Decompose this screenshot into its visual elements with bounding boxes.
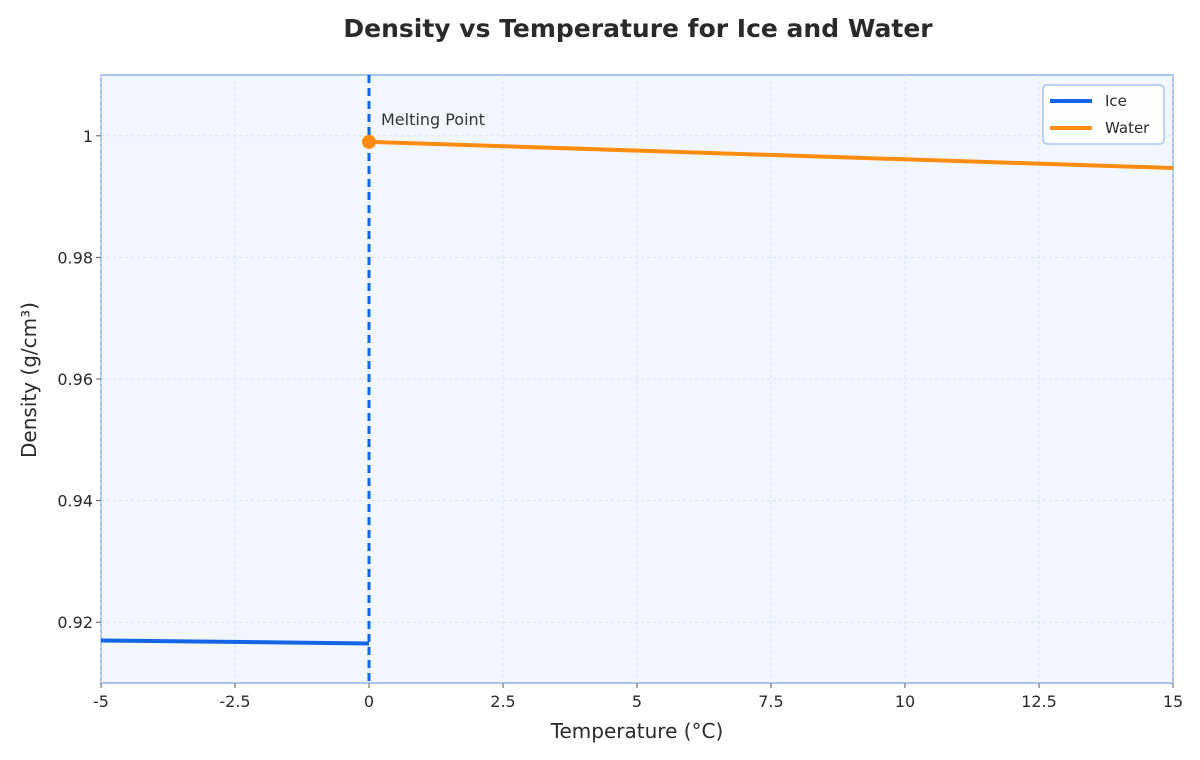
x-tick-label: 5 xyxy=(632,692,642,711)
axis-ticks: -5 -2.5 0 2.5 5 7.5 10 12.5 15 0.92 0.94 0.96 0.98 1 xyxy=(57,127,1183,711)
series-line-ice xyxy=(100,638,370,646)
x-tick-label: -2.5 xyxy=(219,692,250,711)
legend-label-ice: Ice xyxy=(1105,92,1127,110)
y-tick-label: 0.94 xyxy=(57,492,93,511)
melting-point-marker xyxy=(362,134,376,149)
y-axis-label: Density (g/cm³) xyxy=(17,302,41,458)
legend-label-water: Water xyxy=(1105,119,1150,137)
x-tick-label: 12.5 xyxy=(1021,692,1057,711)
y-tick-label: 0.92 xyxy=(57,613,93,632)
x-tick-label: 15 xyxy=(1163,692,1183,711)
x-tick-label: -5 xyxy=(93,692,109,711)
y-tick-label: 0.96 xyxy=(57,370,93,389)
x-tick-label: 0 xyxy=(364,692,374,711)
melting-point-label: Melting Point xyxy=(381,110,485,129)
grid-lines xyxy=(100,75,1174,683)
chart-title: Density vs Temperature for Ice and Water xyxy=(343,14,933,43)
melting-annotation: Melting Point xyxy=(362,110,485,149)
x-tick-label: 2.5 xyxy=(490,692,515,711)
x-tick-label: 7.5 xyxy=(758,692,783,711)
series-lines xyxy=(100,139,1174,646)
x-tick-label: 10 xyxy=(895,692,915,711)
x-axis-label: Temperature (°C) xyxy=(550,719,724,743)
legend: Ice Water xyxy=(1042,84,1165,145)
series-line-water xyxy=(368,139,1174,171)
y-tick-label: 1 xyxy=(83,127,93,146)
y-tick-label: 0.98 xyxy=(57,248,93,267)
